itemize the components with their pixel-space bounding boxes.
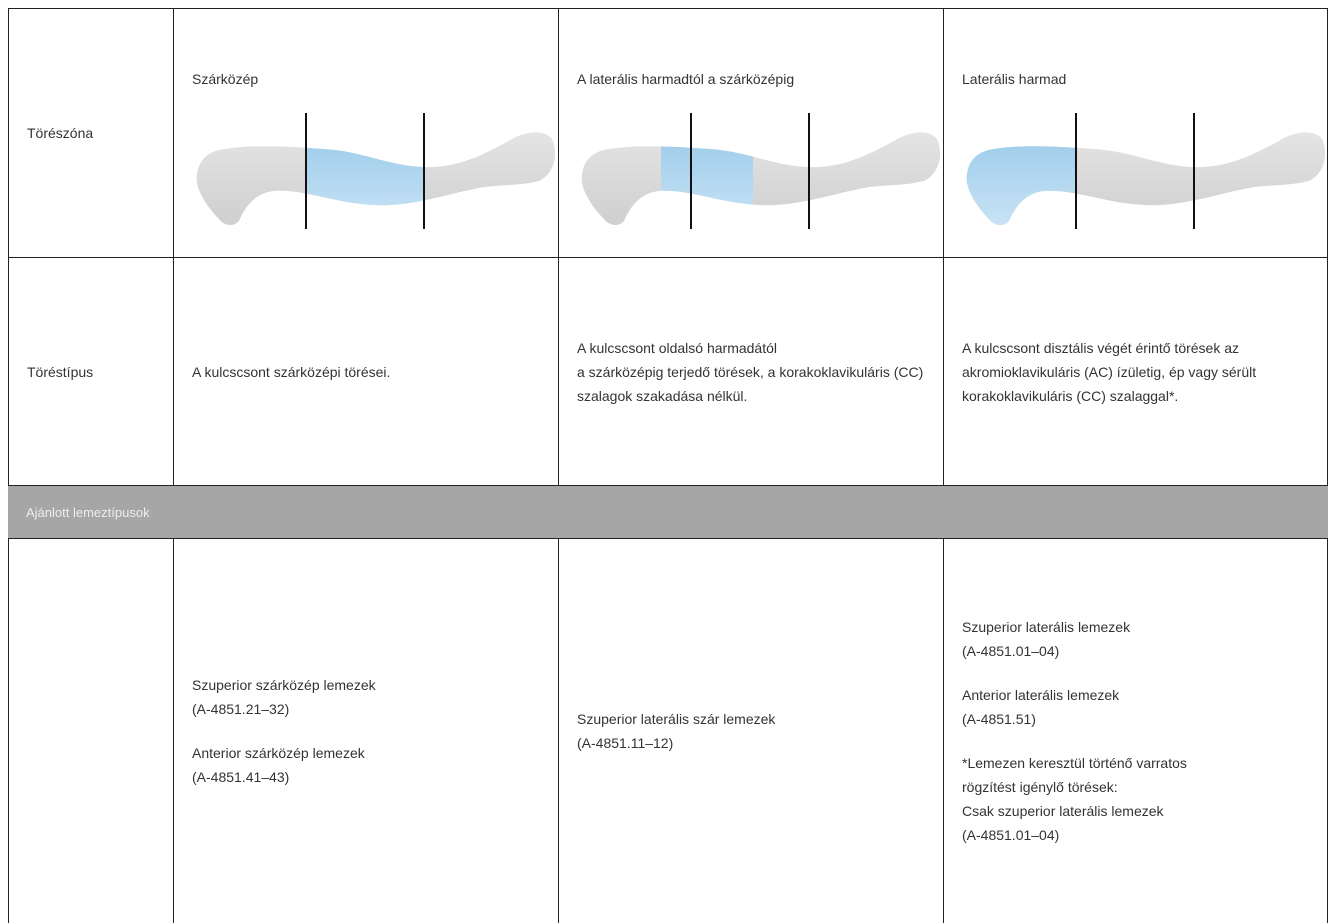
text-line: Anterior laterális lemezek (962, 687, 1120, 703)
text-line: (A-4851.41–43) (192, 769, 290, 785)
label: Törészóna (27, 125, 94, 141)
text-line: (A-4851.21–32) (192, 701, 290, 717)
row-label: Töréstípus (8, 257, 173, 485)
zone-cell: Szárközép (173, 8, 558, 257)
type-text: A kulcscsont oldalsó harmadától a szárköz… (577, 336, 937, 408)
text-line: a szárközépig terjedő törések, a korakok… (577, 363, 924, 404)
bone-image (196, 113, 556, 229)
zone-title: A laterális harmadtól a szárközépig (577, 71, 795, 87)
text-line: (A-4851.51) (962, 711, 1036, 727)
zone-cell: A laterális harmadtól a szárközépig (558, 8, 943, 257)
type-text: A kulcscsont szárközépi törései. (192, 360, 552, 384)
row-label: Törészóna (8, 8, 173, 257)
type-cell: A kulcscsont oldalsó harmadától a szárköz… (558, 257, 943, 485)
text-line: Szuperior szárközép lemezek (192, 677, 376, 693)
zone-title: Szárközép (192, 71, 259, 87)
zone-title: Laterális harmad (962, 71, 1067, 87)
bone-image (581, 113, 941, 229)
text-line: (A-4851.01–04) (962, 827, 1060, 843)
type-text: A kulcscsont disztális végét érintő töré… (962, 336, 1321, 408)
section-title: Ajánlott lemeztípusok (26, 504, 150, 520)
plate-paragraph: *Lemezen keresztül történő varratos rögzí… (962, 751, 1321, 847)
text-line: A kulcscsont szárközépi törései. (192, 363, 391, 380)
text-line: (A-4851.11–12) (577, 735, 674, 751)
plates-cell: Szuperior laterális lemezek (A-4851.01–04… (943, 538, 1328, 923)
plate-paragraph: Anterior laterális lemezek (A-4851.51) (962, 683, 1321, 731)
plate-paragraph: Szuperior szárközép lemezek (A-4851.21–32… (192, 673, 552, 721)
plates-cell: Szuperior szárközép lemezek (A-4851.21–32… (173, 538, 558, 923)
text-line: Szuperior laterális lemezek (962, 619, 1131, 635)
type-cell: A kulcscsont disztális végét érintő töré… (943, 257, 1328, 485)
text-line: A kulcscsont disztális végét érintő töré… (962, 339, 1257, 404)
label: Töréstípus (27, 363, 94, 380)
text-line: A kulcscsont oldalsó harmadától (577, 339, 777, 356)
empty-cell (8, 538, 173, 923)
text-line: Csak szuperior laterális lemezek (962, 803, 1164, 819)
plate-paragraph: Anterior szárközép lemezek (A-4851.41–43) (192, 741, 552, 789)
text-line: *Lemezen keresztül történő varratos (962, 755, 1187, 771)
plates-cell: Szuperior laterális szár lemezek (A-4851.… (558, 538, 943, 923)
zone-cell: Laterális harmad (943, 8, 1328, 257)
plate-paragraph: Szuperior laterális lemezek (A-4851.01–04… (962, 615, 1321, 663)
text-line: (A-4851.01–04) (962, 643, 1060, 659)
text-line: Szuperior laterális szár lemezek (577, 711, 776, 727)
type-cell: A kulcscsont szárközépi törései. (173, 257, 558, 485)
plate-paragraph: Szuperior laterális szár lemezek (A-4851.… (577, 707, 937, 755)
bone-image (966, 113, 1326, 229)
section-header: Ajánlott lemeztípusok (8, 485, 1328, 538)
text-line: Anterior szárközép lemezek (192, 745, 365, 761)
table: Törészóna Szárközép A laterális harmadtó… (8, 8, 1328, 923)
text-line: rögzítést igénylő törések: (962, 779, 1118, 795)
